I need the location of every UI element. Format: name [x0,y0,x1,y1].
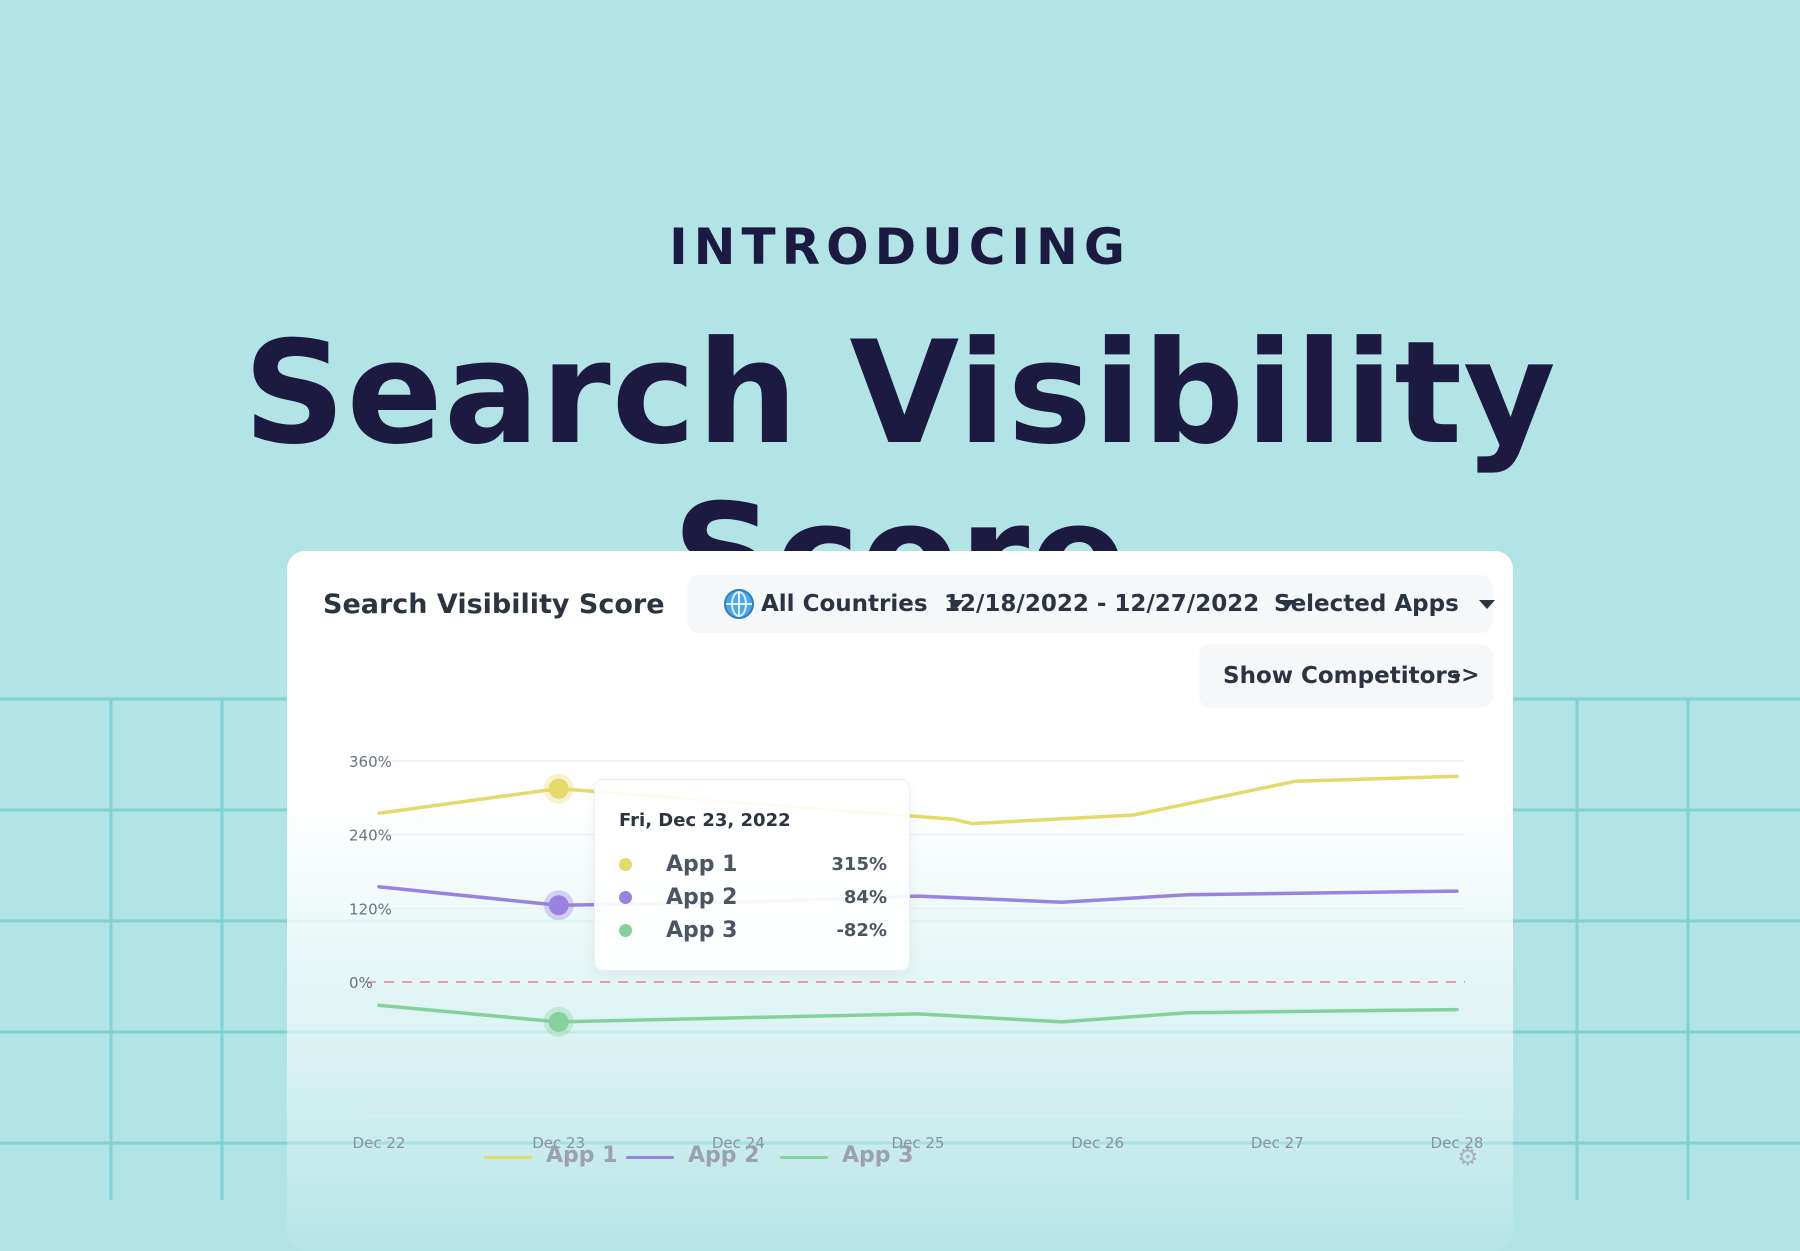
card-title: Search Visibility Score [323,589,665,620]
highlight-marker[interactable] [548,1011,569,1032]
apps-filter[interactable]: Selected Apps [1274,591,1495,617]
tooltip-series-value: -82% [836,920,887,941]
date-range-label: 12/18/2022 - 12/27/2022 [944,591,1260,617]
legend-label: App 2 [688,1143,760,1168]
x-tick-label: Dec 27 [1251,1134,1304,1151]
series-color-dot [619,891,632,904]
score-card: Search Visibility Score All Countries 12… [287,551,1513,1251]
show-competitors-button[interactable]: Show Competitors -> [1199,644,1493,708]
date-range-filter[interactable]: 12/18/2022 - 12/27/2022 [944,591,1296,617]
y-tick-label: 120% [349,900,392,918]
x-tick-label: Dec 25 [892,1134,945,1151]
legend-line [780,1156,828,1159]
highlight-marker[interactable] [548,895,569,916]
legend-line [626,1156,674,1159]
tooltip-series-value: 84% [843,887,887,908]
series-line-app-3[interactable] [377,1003,1459,1024]
series-color-dot [619,858,632,871]
chevron-down-icon [1478,600,1495,609]
chart-tooltip: Fri, Dec 23, 2022 App 1 315% App 2 84% A… [594,779,910,971]
apps-filter-label: Selected Apps [1274,591,1459,617]
y-tick-label: 240% [349,827,392,845]
hero-eyebrow: INTRODUCING [669,218,1131,276]
tooltip-series-name: App 1 [666,852,738,877]
chevron-down-icon [947,600,964,609]
arrow-right-icon: -> [1452,663,1480,688]
x-tick-label: Dec 26 [1071,1134,1124,1151]
show-competitors-label: Show Competitors [1223,663,1461,689]
legend-label: App 3 [842,1143,914,1168]
visibility-line-chart: 360% 240% 120% 0% Dec 22 Dec 23 Dec 24 Dec 25 De… [349,753,1484,1151]
highlight-marker[interactable] [548,778,569,799]
country-filter[interactable]: All Countries [761,591,964,617]
x-tick-label: Dec 22 [353,1134,406,1151]
tooltip-series-value: 315% [831,854,887,875]
tooltip-row: App 1 315% [619,850,887,880]
x-tick-label: Dec 23 [532,1134,585,1151]
tooltip-series-name: App 2 [666,885,738,910]
legend-label: App 1 [546,1143,618,1168]
y-tick-label: 360% [349,753,392,771]
x-tick-label: Dec 24 [712,1134,765,1151]
gear-icon[interactable]: ⚙ [1457,1143,1479,1171]
legend-line [484,1156,532,1159]
tooltip-series-name: App 3 [666,918,738,943]
y-tick-label: 0% [349,974,373,992]
country-filter-label: All Countries [761,591,928,617]
globe-icon [724,589,754,619]
filter-bar: All Countries 12/18/2022 - 12/27/2022 Se… [687,575,1495,633]
series-line-app-2[interactable] [377,885,1459,908]
chevron-down-icon [1279,600,1296,609]
x-tick-label: Dec 28 [1431,1134,1484,1151]
tooltip-date: Fri, Dec 23, 2022 [619,810,791,831]
series-color-dot [619,924,632,937]
tooltip-row: App 2 84% [619,883,887,913]
series-line-app-1[interactable] [377,774,1459,826]
tooltip-row: App 3 -82% [619,916,887,946]
